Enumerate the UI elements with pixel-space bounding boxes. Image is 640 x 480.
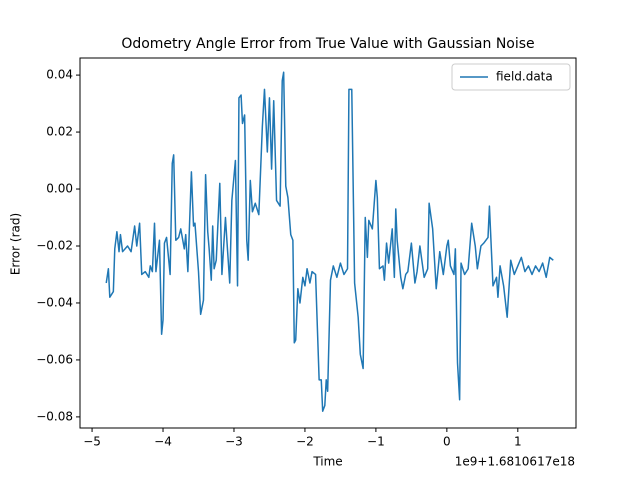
legend-box [451, 63, 571, 91]
y-tick-label: 0.00 [46, 182, 73, 196]
x-tick-label: 0 [443, 435, 451, 449]
chart-title: Odometry Angle Error from True Value wit… [121, 36, 534, 52]
y-tick-label: 0.04 [46, 68, 73, 82]
y-tick-label: −0.06 [36, 352, 73, 366]
y-tick-label: 0.02 [46, 125, 73, 139]
x-tick-label: −4 [154, 435, 172, 449]
y-axis-label: Error (rad) [9, 213, 23, 275]
x-axis-label: Time [312, 455, 342, 469]
y-tick-label: −0.04 [36, 295, 73, 309]
plot-frame [79, 57, 577, 429]
y-tick-label: −0.08 [36, 409, 73, 423]
legend-label: field.data [496, 70, 553, 84]
y-tick-label: −0.02 [36, 238, 73, 252]
x-tick-label: 1 [514, 435, 522, 449]
data-line [105, 71, 554, 412]
x-tick-label: −1 [367, 435, 385, 449]
x-tick-label: −3 [225, 435, 243, 449]
x-tick-label: −5 [83, 435, 101, 449]
x-tick-label: −2 [296, 435, 314, 449]
x-offset-label: 1e9+1.6810617e18 [455, 455, 575, 469]
